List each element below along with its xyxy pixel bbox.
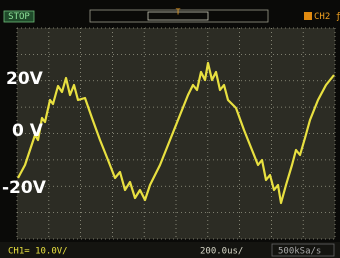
voltage-label: 0 V	[12, 121, 44, 141]
time-scale: 200.0us/	[200, 247, 243, 257]
channel-indicator: CH2 ƒ	[314, 12, 340, 22]
status: STOP	[8, 12, 30, 22]
sample-rate: 500kSa/s	[278, 247, 321, 257]
oscilloscope-screen: STOP T CH2 ƒ T 20V 0 V -20V CH1= 10.0V/ …	[0, 0, 340, 258]
trigger-position: T	[176, 8, 181, 17]
channel-scale: CH1= 10.0V/	[8, 247, 68, 257]
channel-icon	[304, 12, 312, 20]
voltage-label: 20V	[6, 69, 44, 89]
voltage-label: -20V	[2, 178, 47, 198]
graticule-area	[17, 28, 335, 239]
